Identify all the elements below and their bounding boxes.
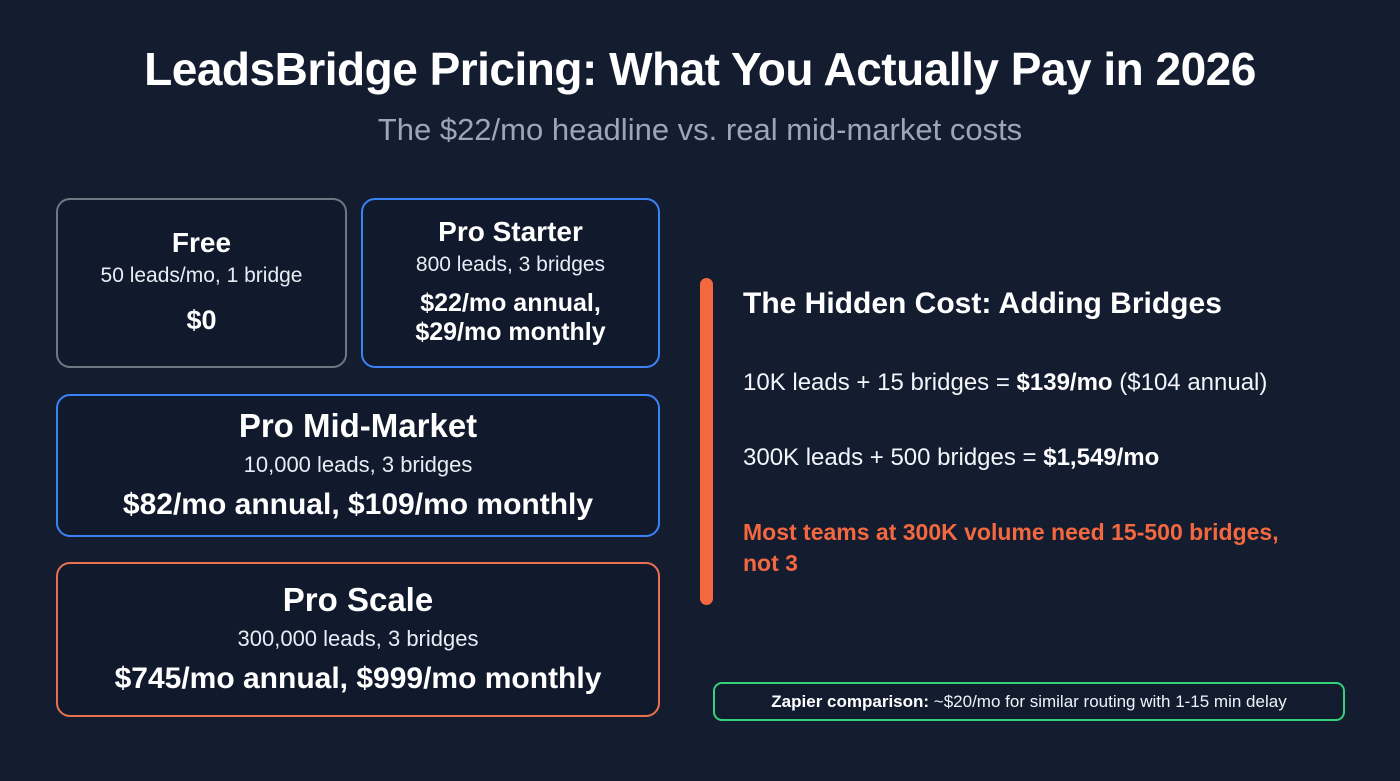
hidden-cost-stat-300k: 300K leads + 500 bridges = $1,549/mo bbox=[743, 443, 1358, 473]
plan-meta: 800 leads, 3 bridges bbox=[415, 253, 606, 277]
plan-card-pro-scale[interactable]: Pro Scale 300,000 leads, 3 bridges $745/… bbox=[56, 562, 660, 717]
header: LeadsBridge Pricing: What You Actually P… bbox=[0, 0, 1400, 148]
content-stage: Free 50 leads/mo, 1 bridge $0 Pro Starte… bbox=[0, 188, 1400, 758]
plan-price: $22/mo annual, $29/mo monthly bbox=[379, 289, 642, 348]
plan-name: Pro Starter bbox=[438, 216, 583, 248]
plan-price: $0 bbox=[186, 305, 217, 336]
stat-prefix: 10K leads + 15 bridges = bbox=[743, 369, 1017, 396]
zapier-comparison-detail: ~$20/mo for similar routing with 1-15 mi… bbox=[929, 691, 1287, 711]
plan-meta: 300,000 leads, 3 bridges bbox=[237, 626, 479, 652]
zapier-comparison-box: Zapier comparison: ~$20/mo for similar r… bbox=[713, 682, 1345, 721]
stat-prefix: 300K leads + 500 bridges = bbox=[743, 444, 1044, 471]
hidden-cost-heading: The Hidden Cost: Adding Bridges bbox=[743, 287, 1222, 320]
plan-card-pro-mid-market[interactable]: Pro Mid-Market 10,000 leads, 3 bridges $… bbox=[56, 394, 660, 537]
plan-price: $82/mo annual, $109/mo monthly bbox=[122, 487, 594, 521]
plan-price-line-annual: $22/mo annual, bbox=[420, 288, 601, 317]
plan-card-list: Free 50 leads/mo, 1 bridge $0 Pro Starte… bbox=[56, 198, 660, 717]
stat-value: $1,549/mo bbox=[1043, 444, 1160, 471]
hidden-cost-panel: The Hidden Cost: Adding Bridges 10K lead… bbox=[700, 188, 1360, 758]
hidden-cost-body: The Hidden Cost: Adding Bridges 10K lead… bbox=[743, 286, 1358, 579]
plan-name: Free bbox=[171, 226, 232, 258]
zapier-comparison-text: Zapier comparison: ~$20/mo for similar r… bbox=[771, 692, 1286, 712]
page-title: LeadsBridge Pricing: What You Actually P… bbox=[144, 43, 1256, 95]
plan-card-free[interactable]: Free 50 leads/mo, 1 bridge $0 bbox=[56, 198, 347, 368]
orange-accent-bar bbox=[700, 278, 713, 605]
plan-price: $745/mo annual, $999/mo monthly bbox=[114, 661, 602, 695]
stat-value: $139/mo bbox=[1016, 369, 1113, 396]
plan-card-row-top: Free 50 leads/mo, 1 bridge $0 Pro Starte… bbox=[56, 198, 660, 368]
hidden-cost-stat-10k: 10K leads + 15 bridges = $139/mo ($104 a… bbox=[743, 368, 1358, 398]
plan-meta: 10,000 leads, 3 bridges bbox=[243, 452, 473, 478]
stat-suffix: ($104 annual) bbox=[1112, 369, 1268, 396]
hidden-cost-warning: Most teams at 300K volume need 15-500 br… bbox=[743, 519, 1279, 577]
plan-card-pro-starter[interactable]: Pro Starter 800 leads, 3 bridges $22/mo … bbox=[361, 198, 660, 368]
plan-meta: 50 leads/mo, 1 bridge bbox=[100, 264, 303, 288]
page-subtitle: The $22/mo headline vs. real mid-market … bbox=[377, 111, 1023, 147]
zapier-comparison-label: Zapier comparison: bbox=[771, 691, 930, 711]
plan-price-line-monthly: $29/mo monthly bbox=[415, 318, 606, 347]
plan-name: Pro Mid-Market bbox=[238, 407, 478, 445]
plan-name: Pro Scale bbox=[282, 581, 434, 619]
